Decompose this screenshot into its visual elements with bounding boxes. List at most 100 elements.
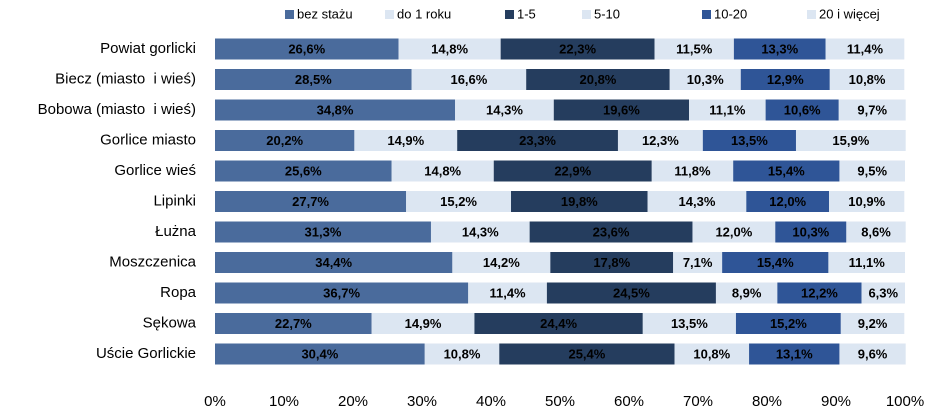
- bar-segment: [715, 282, 778, 304]
- value-label: 16,6%: [450, 72, 487, 87]
- x-tick-label: 30%: [407, 393, 437, 410]
- bar-segment: [553, 99, 690, 121]
- bar-segment: [215, 191, 407, 212]
- value-label: 22,7%: [275, 316, 312, 331]
- value-label: 22,9%: [554, 163, 591, 178]
- bar-segment: [546, 282, 716, 304]
- bar-segment: [430, 221, 530, 243]
- x-tick-label: 90%: [821, 393, 851, 410]
- value-label: 31,3%: [305, 224, 342, 239]
- value-label: 12,0%: [769, 194, 806, 209]
- value-label: 12,0%: [715, 224, 752, 239]
- bar-segment: [702, 130, 796, 151]
- value-label: 7,1%: [683, 255, 713, 270]
- bar-segment: [457, 130, 618, 151]
- bar-segment: [692, 221, 776, 243]
- value-label: 24,4%: [540, 316, 577, 331]
- legend-label: do 1 roku: [397, 6, 451, 21]
- bar-segment: [550, 252, 674, 273]
- value-label: 6,3%: [868, 285, 898, 300]
- value-label: 23,6%: [593, 224, 630, 239]
- value-label: 10,6%: [784, 102, 821, 117]
- value-label: 9,7%: [857, 102, 887, 117]
- legend-label: 10-20: [714, 6, 747, 21]
- legend-label: 20 i więcej: [819, 6, 880, 21]
- legend-label: 1-5: [517, 6, 536, 21]
- bar-segment: [511, 191, 648, 212]
- value-label: 14,3%: [462, 224, 499, 239]
- bar-segment: [749, 343, 840, 365]
- bar-segment: [722, 252, 829, 273]
- value-label: 19,8%: [561, 194, 598, 209]
- y-tick-label: Moszczenica: [109, 253, 196, 270]
- value-label: 25,6%: [285, 163, 322, 178]
- y-tick-label: Biecz (miasto i wieś): [55, 70, 196, 87]
- bar-segment: [424, 343, 500, 365]
- bar-segment: [215, 38, 399, 60]
- value-label: 10,3%: [687, 72, 724, 87]
- bar-segment: [795, 130, 906, 151]
- y-tick-label: Lipinki: [153, 192, 196, 209]
- bar-segment: [740, 69, 830, 90]
- x-tick-label: 20%: [338, 393, 368, 410]
- bar-segment: [861, 282, 905, 304]
- value-label: 28,5%: [295, 72, 332, 87]
- bar-segment: [215, 160, 392, 182]
- x-tick-label: 100%: [886, 393, 924, 410]
- bar-segment: [371, 313, 475, 334]
- bar-segment: [689, 99, 766, 121]
- y-tick-label: Ropa: [160, 284, 197, 301]
- value-label: 14,2%: [483, 255, 520, 270]
- bar-segment: [493, 160, 652, 182]
- bar-segment: [651, 160, 734, 182]
- bar-segment: [839, 343, 906, 365]
- value-label: 10,9%: [848, 194, 885, 209]
- bar-segment: [526, 69, 670, 90]
- legend-swatch: [807, 10, 816, 19]
- value-label: 11,4%: [847, 41, 884, 56]
- value-label: 14,3%: [679, 194, 716, 209]
- bar-segment: [499, 343, 675, 365]
- bar-segment: [452, 252, 551, 273]
- value-label: 10,8%: [849, 72, 886, 87]
- value-label: 12,2%: [801, 285, 838, 300]
- x-tick-label: 50%: [545, 393, 575, 410]
- value-label: 13,1%: [776, 346, 813, 361]
- legend-swatch: [285, 10, 294, 19]
- value-label: 12,3%: [642, 133, 679, 148]
- bar-segment: [354, 130, 458, 151]
- value-label: 10,8%: [444, 346, 481, 361]
- bar-segment: [215, 99, 456, 121]
- y-tick-label: Powiat gorlicki: [100, 40, 196, 57]
- y-tick-label: Łużna: [155, 223, 197, 240]
- value-label: 8,6%: [861, 224, 891, 239]
- bar-segment: [838, 99, 906, 121]
- x-tick-label: 70%: [683, 393, 713, 410]
- value-label: 10,3%: [792, 224, 829, 239]
- value-label: 15,2%: [440, 194, 477, 209]
- value-label: 15,4%: [768, 163, 805, 178]
- bar-segment: [215, 252, 453, 273]
- value-label: 27,7%: [292, 194, 329, 209]
- x-tick-label: 80%: [752, 393, 782, 410]
- bar-segment: [215, 313, 372, 334]
- legend-swatch: [505, 10, 514, 19]
- value-label: 9,2%: [858, 316, 888, 331]
- bar-segment: [654, 38, 734, 60]
- value-label: 15,9%: [832, 133, 869, 148]
- bar-segment: [215, 69, 412, 90]
- bar-segment: [215, 130, 355, 151]
- legend-swatch: [702, 10, 711, 19]
- value-label: 30,4%: [301, 346, 338, 361]
- value-label: 14,8%: [431, 41, 468, 56]
- bar-segment: [775, 221, 847, 243]
- bar-segment: [474, 313, 643, 334]
- x-tick-label: 10%: [269, 393, 299, 410]
- bar-segment: [647, 191, 747, 212]
- value-label: 8,9%: [732, 285, 762, 300]
- y-tick-label: Uście Gorlickie: [96, 345, 196, 362]
- y-tick-label: Gorlice miasto: [100, 131, 196, 148]
- value-label: 26,6%: [288, 41, 325, 56]
- bar-segment: [406, 191, 512, 212]
